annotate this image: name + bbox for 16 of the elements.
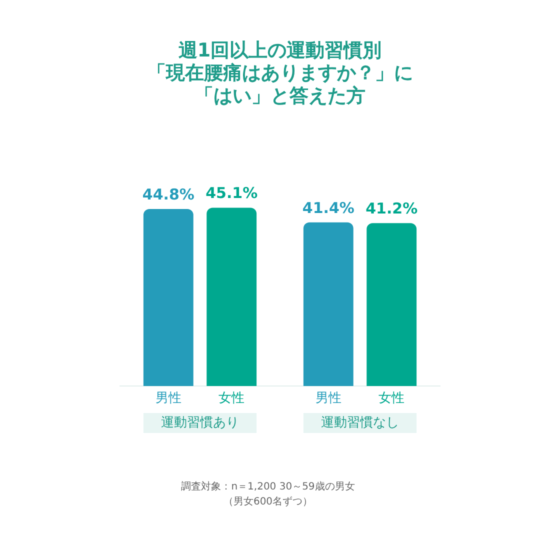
data-label: 41.2% — [366, 200, 418, 218]
data-label: 44.8% — [142, 185, 194, 204]
text: 女性 — [378, 390, 405, 406]
bar — [206, 208, 257, 386]
x-tick-label: 運動習慣あり — [161, 415, 239, 430]
bar — [366, 223, 417, 386]
bar — [303, 222, 354, 386]
text: 調査対象：n＝1,200 30～59歳の男女（男女600名ずつ） — [181, 480, 355, 508]
bar — [143, 208, 194, 386]
data-label: 41.4% — [302, 198, 354, 217]
series-label: 女性 — [218, 390, 245, 406]
series-label: 男性 — [155, 390, 182, 406]
x-tick-label: 運動習慣なし — [321, 415, 399, 430]
chart-title: 週1回以上の運動習慣別「現在腰痛はありますか？」に「はい」と答えた方 — [147, 39, 413, 107]
data-label: 45.1% — [206, 184, 258, 202]
text: 男性 — [315, 390, 342, 406]
